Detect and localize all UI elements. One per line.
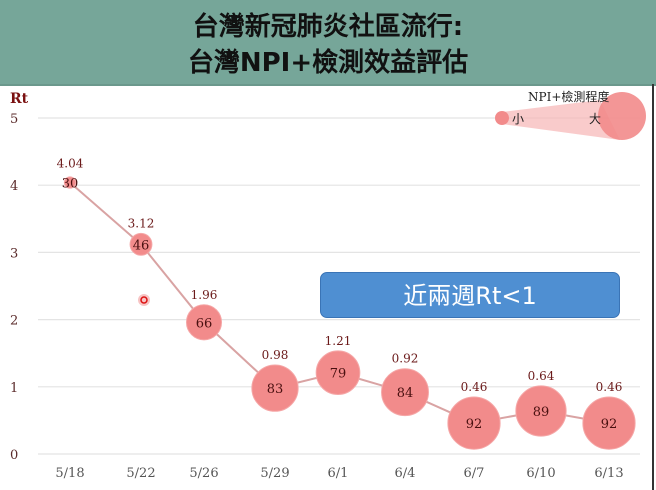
data-bubble xyxy=(582,396,636,450)
data-bubble xyxy=(315,350,361,396)
data-bubble xyxy=(381,368,429,417)
rt-value-label: 0.46 xyxy=(461,380,488,394)
marker-dot-halo xyxy=(138,294,150,306)
data-bubble xyxy=(185,304,223,341)
rt-value-label: 1.21 xyxy=(325,334,352,348)
x-tick-label: 6/1 xyxy=(328,466,349,481)
npi-value-label: 66 xyxy=(196,316,213,331)
marker-dot xyxy=(140,296,148,304)
rt-value-label: 0.64 xyxy=(528,369,555,383)
y-tick-label: 3 xyxy=(10,246,18,261)
rt-value-label: 0.92 xyxy=(392,352,419,366)
x-tick-label: 5/29 xyxy=(260,466,289,481)
legend-large-bubble xyxy=(598,92,646,140)
x-tick-label: 5/26 xyxy=(189,466,218,481)
legend-large-label: 大 xyxy=(589,112,601,126)
rt-value-label: 0.98 xyxy=(262,348,289,362)
npi-value-label: 79 xyxy=(330,367,347,382)
legend-gradient-shape xyxy=(502,100,620,140)
data-bubble xyxy=(63,176,77,189)
npi-value-label: 46 xyxy=(133,238,150,253)
rt-value-label: 1.96 xyxy=(191,288,218,302)
x-tick-label: 5/18 xyxy=(55,466,84,481)
y-tick-label: 5 xyxy=(10,112,18,127)
x-tick-label: 6/13 xyxy=(594,466,623,481)
rt-value-label: 4.04 xyxy=(57,157,84,171)
npi-value-label: 84 xyxy=(397,386,414,401)
npi-value-label: 92 xyxy=(601,417,618,432)
rt-value-label: 0.46 xyxy=(596,380,623,394)
x-tick-label: 6/4 xyxy=(395,466,416,481)
npi-value-label: 92 xyxy=(466,417,483,432)
y-axis-label: Rt xyxy=(10,91,29,107)
data-bubble xyxy=(251,364,299,412)
rt-callout-box: 近兩週Rt<1 xyxy=(320,272,620,318)
y-tick-label: 1 xyxy=(10,381,18,396)
x-tick-label: 5/22 xyxy=(126,466,155,481)
legend-small-label: 小 xyxy=(512,112,524,126)
npi-value-label: 30 xyxy=(62,177,79,192)
frame-border xyxy=(652,84,654,490)
y-tick-label: 0 xyxy=(10,448,18,463)
x-tick-label: 6/7 xyxy=(464,466,485,481)
legend-small-bubble xyxy=(495,111,509,125)
title-line-2: 台灣NPI+檢測效益評估 xyxy=(187,48,469,78)
title-banner: 台灣新冠肺炎社區流行: 台灣NPI+檢測效益評估 xyxy=(0,0,656,86)
data-bubble xyxy=(447,396,501,450)
npi-value-label: 89 xyxy=(533,405,550,420)
y-tick-label: 4 xyxy=(10,179,18,194)
title-line-1: 台灣新冠肺炎社區流行: xyxy=(192,12,464,42)
x-tick-label: 6/10 xyxy=(526,466,555,481)
data-bubble xyxy=(515,385,567,437)
legend-title: NPI+檢測程度 xyxy=(528,89,609,104)
rt-value-label: 3.12 xyxy=(128,216,155,230)
data-bubble xyxy=(129,232,153,256)
npi-value-label: 83 xyxy=(267,382,284,397)
y-tick-label: 2 xyxy=(10,314,18,329)
